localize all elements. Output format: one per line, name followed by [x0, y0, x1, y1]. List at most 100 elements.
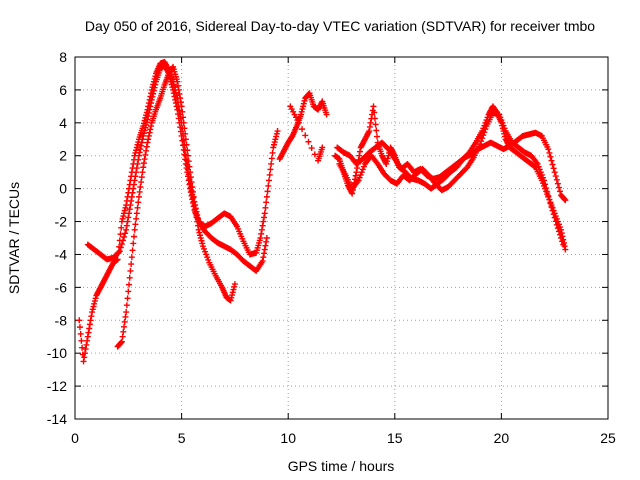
data-point	[184, 152, 191, 159]
data-point	[119, 333, 126, 340]
data-point	[82, 346, 89, 353]
data-point	[537, 169, 544, 176]
data-point	[172, 100, 179, 107]
data-point	[140, 164, 147, 171]
data-point	[550, 211, 557, 218]
data-point	[497, 114, 504, 121]
y-tick-label: -6	[55, 279, 68, 295]
data-point	[135, 193, 142, 200]
data-point	[123, 226, 130, 233]
data-point	[539, 174, 546, 181]
data-point	[127, 267, 134, 274]
data-point	[194, 215, 201, 222]
data-point	[118, 224, 125, 231]
data-point	[227, 297, 234, 304]
data-point	[177, 128, 184, 135]
data-point	[143, 143, 150, 150]
data-point	[383, 160, 390, 167]
data-point	[550, 165, 557, 172]
data-point	[551, 169, 558, 176]
data-point	[358, 169, 365, 176]
data-point	[261, 214, 268, 221]
data-point	[137, 146, 144, 153]
data-point	[553, 176, 560, 183]
data-point	[123, 222, 130, 229]
data-point	[298, 108, 305, 115]
data-point	[263, 199, 270, 206]
data-point	[87, 317, 94, 324]
data-point	[89, 309, 96, 316]
data-point	[177, 99, 184, 106]
data-point	[123, 302, 130, 309]
data-point	[542, 181, 549, 188]
data-point	[481, 129, 488, 136]
data-point	[114, 256, 121, 263]
data-point	[323, 111, 330, 118]
data-point	[132, 221, 139, 228]
data-point	[133, 215, 140, 222]
data-point	[121, 233, 128, 240]
series-track-2	[84, 62, 281, 263]
y-tick-label: -14	[47, 411, 67, 427]
data-point	[561, 196, 568, 203]
data-point	[302, 132, 309, 139]
data-point	[229, 289, 236, 296]
data-point	[182, 136, 189, 143]
data-point	[181, 151, 188, 158]
data-point	[138, 179, 145, 186]
data-point	[138, 142, 145, 149]
data-point	[301, 97, 308, 104]
data-point	[91, 300, 98, 307]
data-point	[265, 182, 272, 189]
data-point	[477, 141, 484, 148]
data-point	[119, 237, 126, 244]
data-point	[126, 281, 133, 288]
data-point	[553, 221, 560, 228]
data-point	[134, 141, 141, 148]
data-point	[356, 174, 363, 181]
data-point	[134, 160, 141, 167]
data-point	[143, 147, 150, 154]
data-point	[189, 188, 196, 195]
data-point	[261, 210, 268, 217]
data-point	[130, 181, 137, 188]
data-point	[192, 205, 199, 212]
data-point	[548, 204, 555, 211]
data-point	[179, 108, 186, 115]
data-point	[300, 103, 307, 110]
data-point	[121, 323, 128, 330]
data-point	[272, 136, 279, 143]
x-tick-labels: 0 5 10 15 20 25	[71, 430, 616, 446]
data-point	[84, 337, 91, 344]
data-point	[119, 215, 126, 222]
data-point	[180, 114, 187, 121]
data-point	[169, 84, 176, 91]
data-point	[270, 144, 277, 151]
data-point	[133, 165, 140, 172]
data-point	[124, 295, 131, 302]
data-point	[129, 247, 136, 254]
data-point	[188, 179, 195, 186]
data-point	[145, 113, 152, 120]
data-point	[546, 196, 553, 203]
data-point	[143, 122, 150, 129]
data-point	[128, 261, 135, 268]
data-point	[196, 229, 203, 236]
data-point	[135, 152, 142, 159]
x-axis-label: GPS time / hours	[288, 458, 395, 474]
data-point	[130, 185, 137, 192]
data-point	[297, 111, 304, 118]
data-point	[352, 172, 359, 179]
data-point	[545, 146, 552, 153]
data-point	[85, 329, 92, 336]
data-point	[174, 78, 181, 85]
data-point	[319, 144, 326, 151]
data-point	[203, 251, 210, 258]
data-point	[557, 231, 564, 238]
data-point	[305, 138, 312, 145]
data-point	[178, 132, 185, 139]
data-point	[274, 128, 281, 135]
data-point	[123, 309, 130, 316]
data-point	[133, 169, 140, 176]
data-point	[177, 95, 184, 102]
